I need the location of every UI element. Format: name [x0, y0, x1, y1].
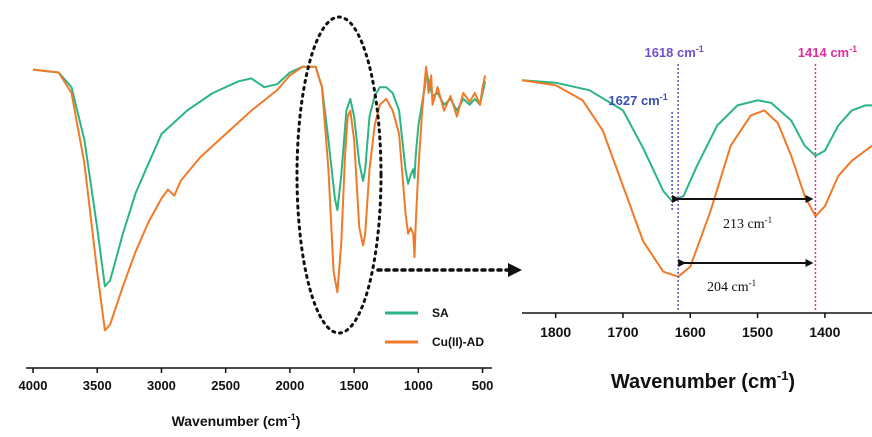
left-tick-label: 4000	[19, 378, 48, 393]
left-tick-label: 500	[472, 378, 494, 393]
left-series-sa	[32, 65, 487, 288]
shift-label-204: 204 cm-1	[707, 278, 756, 295]
left-tick-label: 3000	[147, 378, 176, 393]
left-tick-label: 2500	[211, 378, 240, 393]
left-x-ticks: 4000 3500 3000 2500 2000 1500 1000 500	[19, 368, 494, 393]
legend-label-cuad: Cu(II)-AD	[432, 335, 484, 349]
right-series-cuad	[521, 79, 872, 278]
left-plot-area	[32, 65, 487, 332]
left-tick-label: 1500	[340, 378, 369, 393]
peak-label-1618: 1618 cm-1	[644, 44, 703, 60]
left-tick-label: 3500	[83, 378, 112, 393]
zoom-arrow-head	[508, 263, 522, 277]
right-tick-label: 1400	[809, 324, 840, 340]
right-tick-label: 1600	[675, 324, 706, 340]
right-plot-area	[521, 79, 872, 278]
left-x-axis-title: Wavenumber (cm-1)	[172, 412, 301, 429]
highlight-ellipse	[295, 15, 383, 335]
right-tick-label: 1500	[742, 324, 773, 340]
right-tick-label: 1800	[540, 324, 571, 340]
peak-label-1627: 1627 cm-1	[608, 92, 667, 108]
left-tick-label: 2000	[275, 378, 304, 393]
right-tick-label: 1700	[607, 324, 638, 340]
legend: SA Cu(II)-AD	[385, 306, 484, 349]
right-x-ticks: 1800 1700 1600 1500 1400	[540, 313, 841, 340]
right-panel: 1800 1700 1600 1500 1400 1618 cm-1 1414 cm-1…	[521, 44, 872, 393]
left-tick-label: 1000	[404, 378, 433, 393]
left-series-cuad	[32, 65, 487, 332]
peak-label-1414: 1414 cm-1	[798, 44, 857, 60]
right-series-sa	[521, 79, 872, 203]
shift-label-213: 213 cm-1	[723, 215, 772, 232]
legend-label-sa: SA	[432, 306, 449, 320]
left-panel: 4000 3500 3000 2500 2000 1500 1000 500 SA Cu(II…	[19, 15, 522, 429]
right-x-axis-title: Wavenumber (cm-1)	[611, 368, 795, 393]
